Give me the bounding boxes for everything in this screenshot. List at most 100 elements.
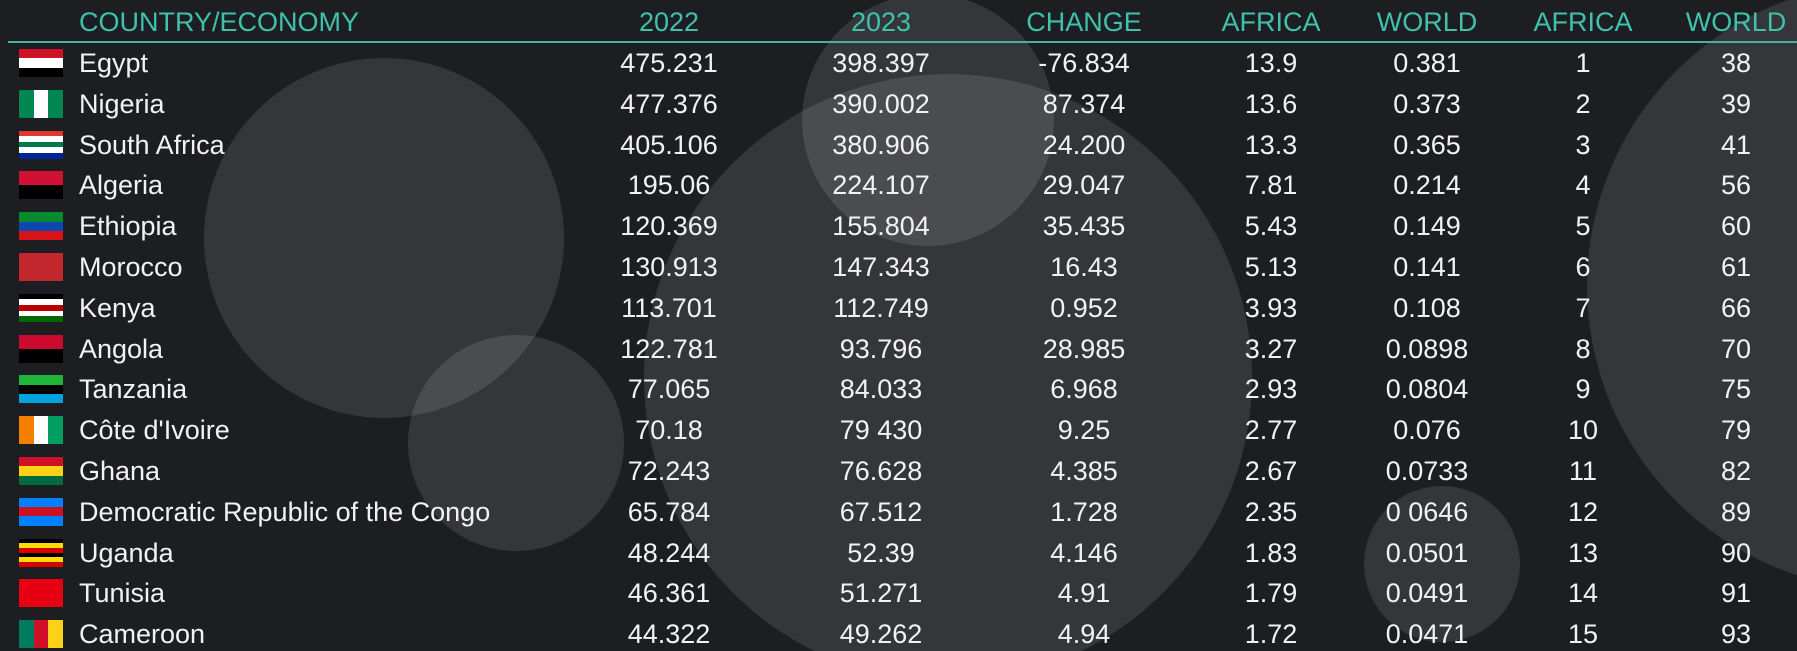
number-cell: 2.35 xyxy=(1244,496,1298,527)
header-cell: AFRICA xyxy=(1533,7,1633,37)
country-cell: Côte d'Ivoire xyxy=(79,415,230,446)
number-cell: 0.0804 xyxy=(1385,374,1469,405)
number-cell: 398.397 xyxy=(832,48,930,78)
number-cell: 7 xyxy=(1575,292,1591,323)
flag-icon xyxy=(19,89,63,118)
number-cell: 9 xyxy=(1575,374,1591,405)
number-cell: 0.952 xyxy=(1050,292,1118,323)
number-cell: 49.262 xyxy=(839,619,923,650)
number-cell: 0.076 xyxy=(1393,415,1461,446)
header-cell: CHANGE xyxy=(1026,7,1142,37)
number-cell: 48.244 xyxy=(627,537,711,568)
number-cell: 4.146 xyxy=(1050,537,1118,568)
number-cell: 93 xyxy=(1720,619,1752,650)
number-cell: 13.6 xyxy=(1244,88,1298,119)
number-cell: 2.77 xyxy=(1244,415,1298,446)
number-cell: 82 xyxy=(1720,456,1752,486)
number-cell: 0 0646 xyxy=(1385,496,1469,527)
number-cell: 51.271 xyxy=(839,578,923,609)
number-cell: 44.322 xyxy=(627,619,711,650)
number-cell: 5.13 xyxy=(1244,252,1298,282)
country-cell: Nigeria xyxy=(79,88,165,119)
number-cell: 0.108 xyxy=(1393,292,1461,323)
number-cell: 130.913 xyxy=(620,252,718,282)
number-cell: 0.0733 xyxy=(1385,456,1469,486)
number-cell: 4.91 xyxy=(1057,578,1111,609)
flag-icon xyxy=(19,497,63,526)
number-cell: 38 xyxy=(1720,48,1752,78)
number-cell: 89 xyxy=(1720,496,1752,527)
number-cell: 120.369 xyxy=(620,211,718,242)
flag-icon xyxy=(19,212,63,241)
number-cell: 0.381 xyxy=(1393,48,1461,78)
number-cell: 65.784 xyxy=(627,496,711,527)
number-cell: 1.72 xyxy=(1244,619,1298,650)
number-cell: 6 xyxy=(1575,252,1591,282)
number-cell: 0.214 xyxy=(1393,170,1461,201)
flag-icon xyxy=(19,253,63,281)
number-cell: 195.06 xyxy=(627,170,711,201)
number-cell: 15 xyxy=(1567,619,1599,650)
header-cell: WORLD xyxy=(1376,7,1478,37)
country-cell: Egypt xyxy=(79,48,149,78)
number-cell: 1.728 xyxy=(1050,496,1118,527)
number-cell: 3.27 xyxy=(1244,333,1298,364)
number-cell: 5.43 xyxy=(1244,211,1298,242)
number-cell: 390.002 xyxy=(832,88,930,119)
flag-icon xyxy=(19,375,63,404)
bubble xyxy=(1364,486,1520,642)
number-cell: 29.047 xyxy=(1042,170,1126,201)
number-cell: 405.106 xyxy=(620,129,718,160)
number-cell: 60 xyxy=(1720,211,1752,242)
flag-icon xyxy=(19,130,63,159)
flag-icon xyxy=(19,579,63,608)
number-cell: 77.065 xyxy=(627,374,711,405)
number-cell: 1 xyxy=(1575,48,1591,78)
country-cell: South Africa xyxy=(79,129,225,160)
number-cell: 76.628 xyxy=(839,456,923,486)
number-cell: 52.39 xyxy=(847,537,915,568)
number-cell: 7.81 xyxy=(1244,170,1298,201)
number-cell: 75 xyxy=(1720,374,1752,405)
number-cell: 5 xyxy=(1575,211,1591,242)
bubble xyxy=(1587,0,1797,576)
number-cell: 79 xyxy=(1720,415,1752,446)
number-cell: 70 xyxy=(1720,333,1752,364)
flag-icon xyxy=(19,538,63,567)
number-cell: 147.343 xyxy=(832,252,930,282)
number-cell: 13 xyxy=(1567,537,1599,568)
number-cell: 70.18 xyxy=(635,415,703,446)
number-cell: 1.79 xyxy=(1244,578,1298,609)
number-cell: 380.906 xyxy=(832,129,930,160)
number-cell: 0.365 xyxy=(1393,129,1461,160)
number-cell: 0.149 xyxy=(1393,211,1461,242)
number-cell: 56 xyxy=(1720,170,1752,201)
number-cell: 24.200 xyxy=(1042,129,1126,160)
number-cell: 8 xyxy=(1575,333,1591,364)
number-cell: 2.93 xyxy=(1244,374,1298,405)
number-cell: 93.796 xyxy=(839,333,923,364)
header-cell: 2023 xyxy=(850,7,912,37)
flag-icon xyxy=(19,416,63,445)
bubble xyxy=(408,335,624,551)
number-cell: 477.376 xyxy=(620,88,718,119)
number-cell: 3.93 xyxy=(1244,292,1298,323)
number-cell: 13.9 xyxy=(1244,48,1298,78)
number-cell: 0.0491 xyxy=(1385,578,1469,609)
header-cell: COUNTRY/ECONOMY xyxy=(79,7,360,37)
country-cell: Uganda xyxy=(79,537,174,568)
number-cell: 10 xyxy=(1567,415,1599,446)
number-cell: 113.701 xyxy=(621,292,717,323)
flag-icon xyxy=(19,457,63,485)
number-cell: 61 xyxy=(1720,252,1752,282)
country-cell: Algeria xyxy=(79,170,164,201)
country-cell: Kenya xyxy=(79,292,156,323)
number-cell: -76.834 xyxy=(1038,48,1130,78)
number-cell: 3 xyxy=(1575,129,1591,160)
bubble xyxy=(802,0,1054,246)
country-cell: Cameroon xyxy=(79,619,206,650)
country-cell: Ethiopia xyxy=(79,211,177,242)
number-cell: 0.0471 xyxy=(1385,619,1469,650)
